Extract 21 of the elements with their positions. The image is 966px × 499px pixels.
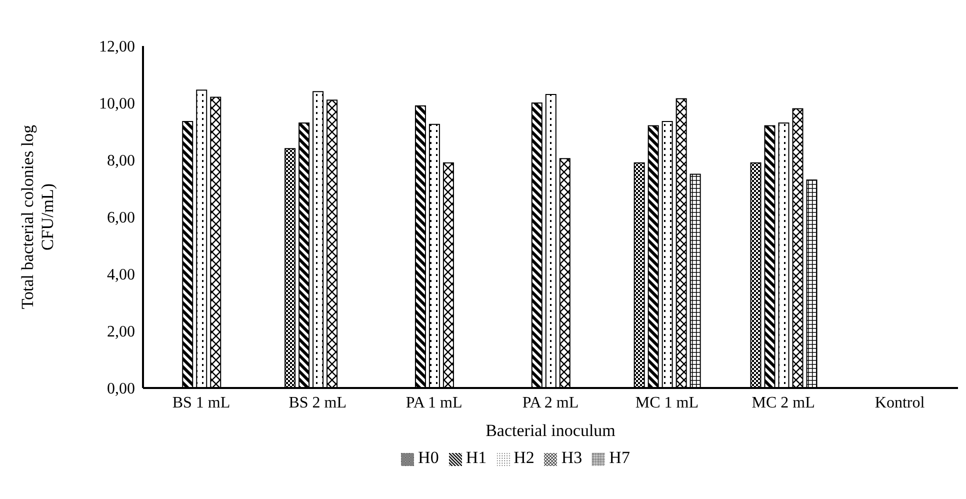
x-tick-label: PA 2 mL bbox=[522, 394, 579, 412]
legend-label: H1 bbox=[466, 448, 487, 467]
y-tick-label: 4,00 bbox=[107, 266, 135, 284]
x-axis-title: Bacterial inoculum bbox=[486, 421, 616, 440]
x-tick-label: BS 1 mL bbox=[172, 394, 230, 412]
x-tick-label: MC 1 mL bbox=[635, 394, 698, 412]
y-tick-label: 0,00 bbox=[107, 380, 135, 398]
y-tick-label: 2,00 bbox=[107, 324, 135, 341]
y-axis-title: Total bacterial colonies log CFU/mL) bbox=[18, 124, 57, 310]
y-tick-label: 6,00 bbox=[107, 210, 135, 227]
legend-label: H3 bbox=[561, 448, 582, 467]
x-tick-label: MC 2 mL bbox=[752, 394, 815, 412]
x-tick-label: PA 1 mL bbox=[406, 394, 462, 412]
legend-label: H0 bbox=[418, 448, 439, 467]
y-tick-label: 12,00 bbox=[99, 38, 135, 56]
y-tick-label: 8,00 bbox=[107, 152, 135, 170]
y-tick-label: 10,00 bbox=[99, 96, 135, 113]
x-tick-label: Kontrol bbox=[874, 394, 926, 412]
x-tick-label: BS 2 mL bbox=[288, 394, 347, 412]
legend-label: H7 bbox=[609, 448, 630, 467]
legend-label: H2 bbox=[514, 448, 534, 467]
